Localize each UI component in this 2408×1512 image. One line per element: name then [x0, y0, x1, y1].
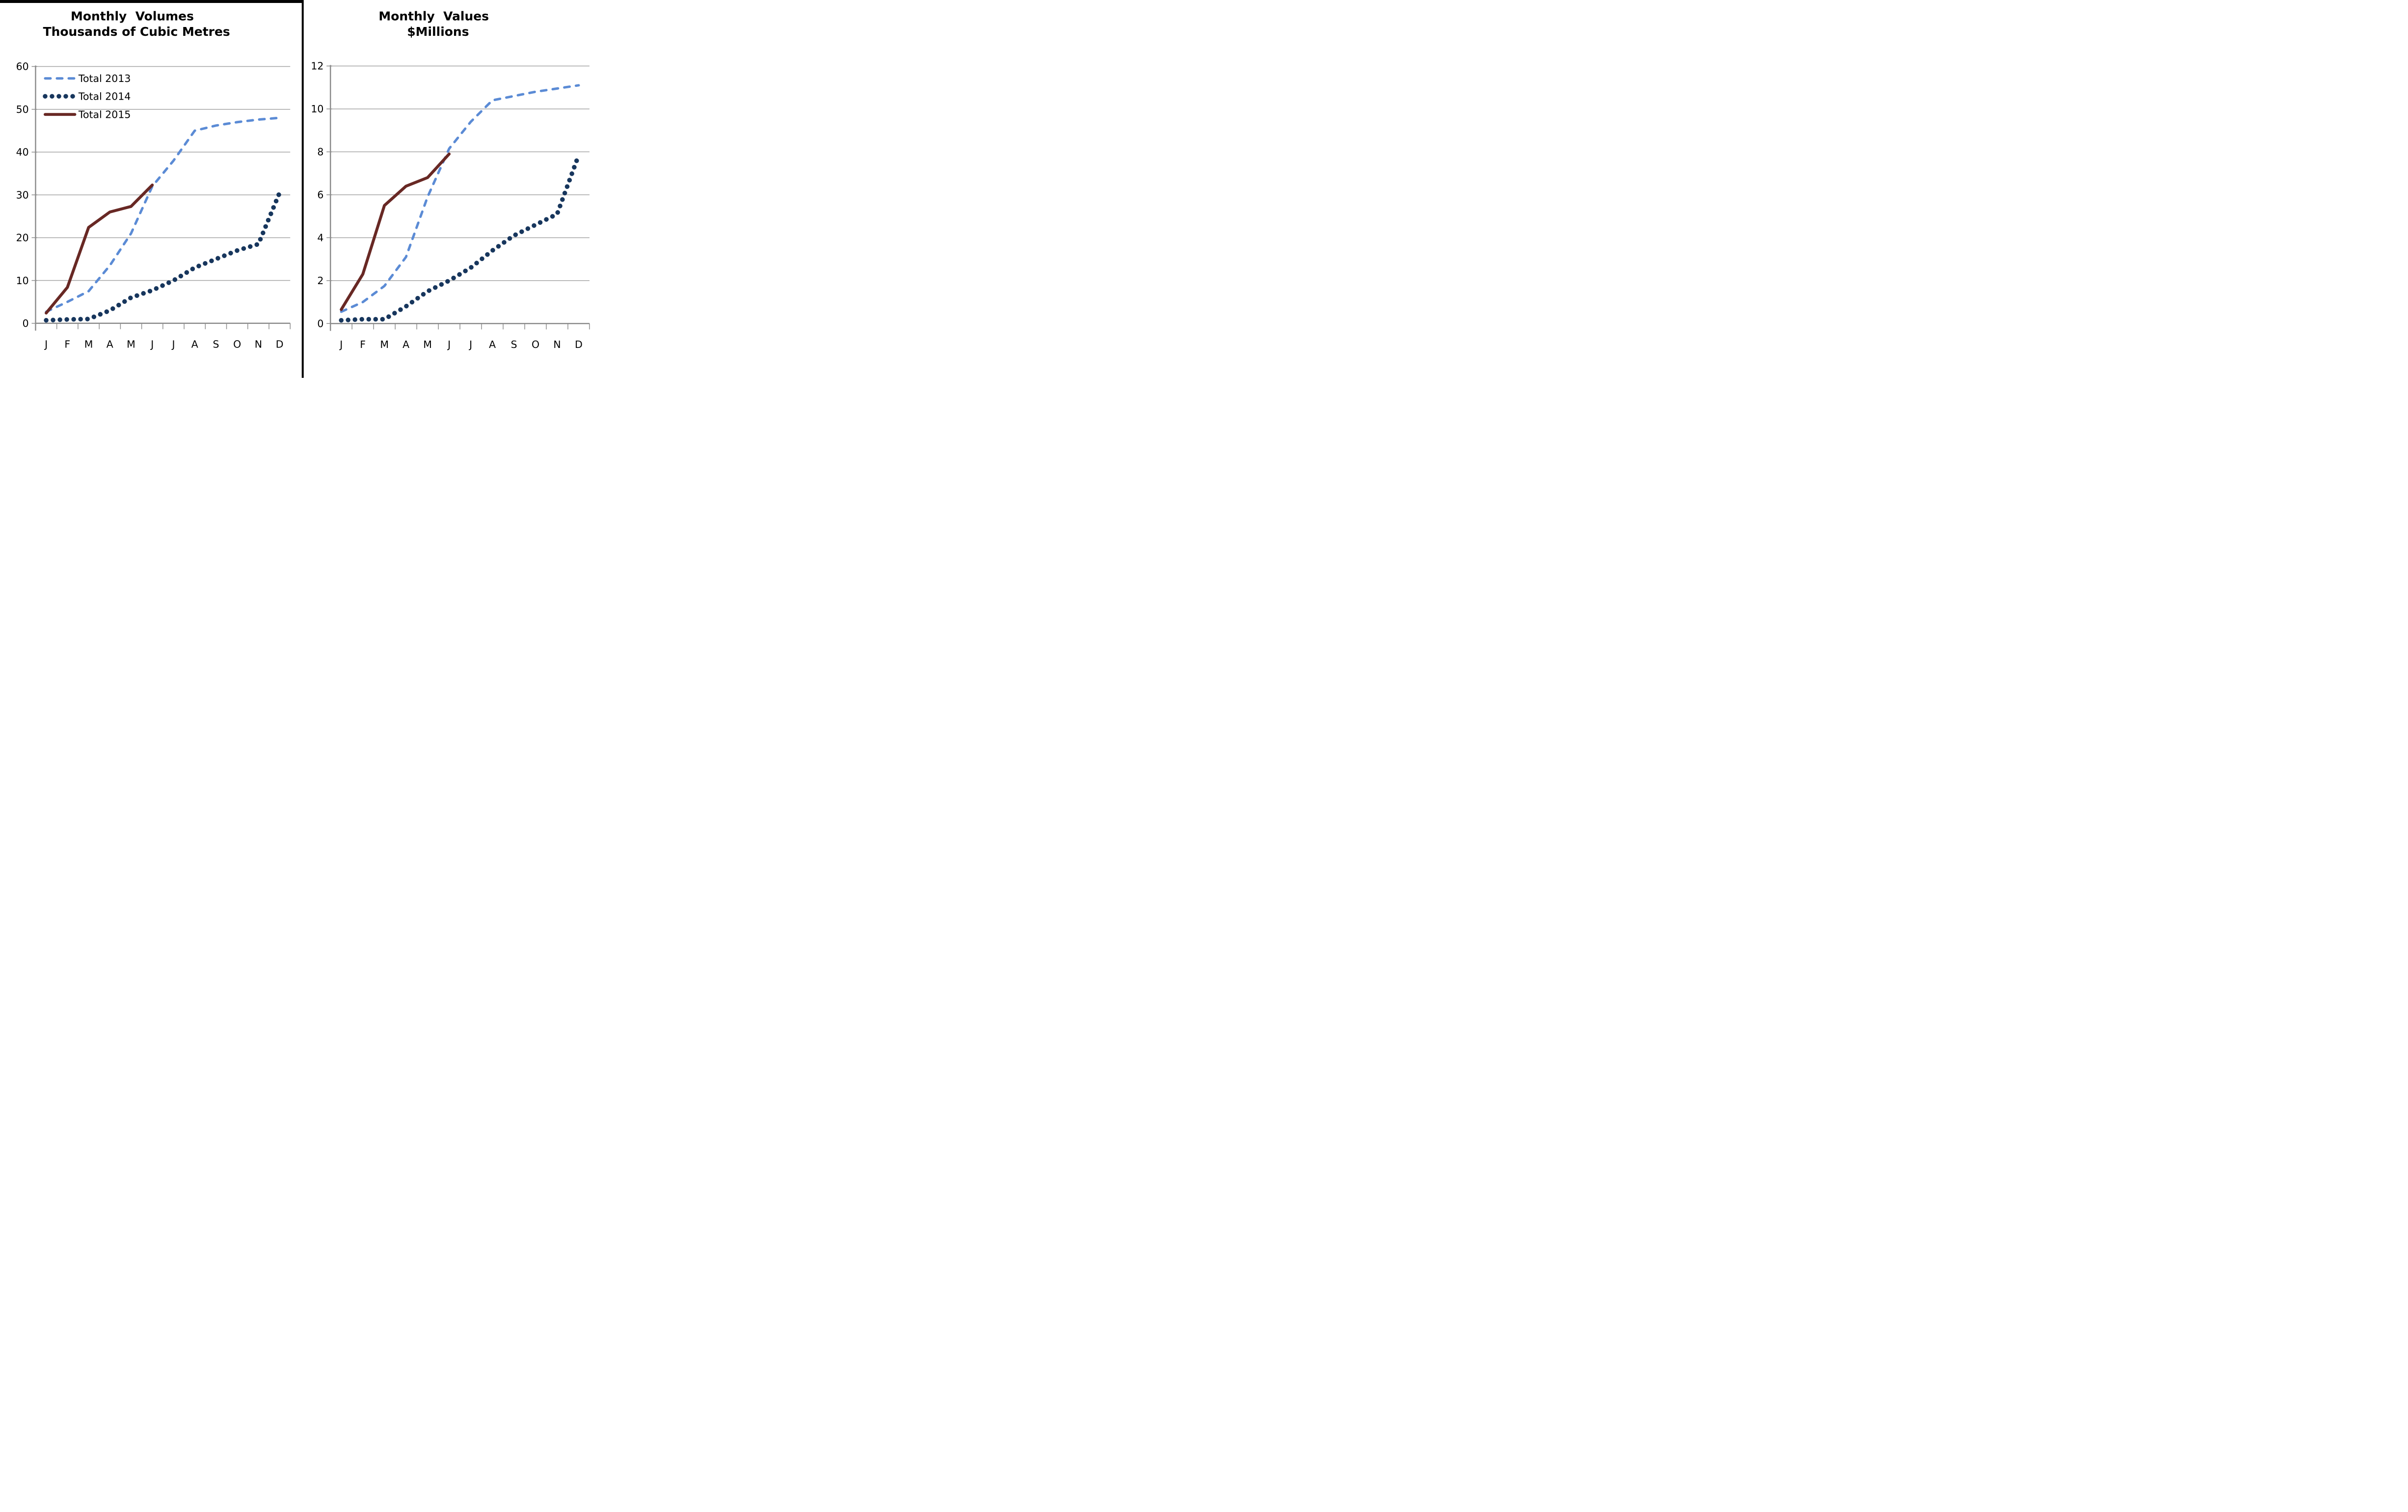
page: Monthly Volumes Thousands of Cubic Metre…: [0, 0, 602, 378]
panel-divider: [301, 0, 304, 378]
volumes-title-line1: Monthly Volumes: [71, 9, 194, 23]
month-label: J: [171, 339, 175, 350]
month-label: N: [553, 339, 561, 350]
y-tick-label: 0: [23, 318, 29, 329]
values-plot: 0 2 4 6 8 10 12 J F M A M J J A S O N D: [311, 60, 590, 350]
month-label: M: [380, 339, 389, 350]
y-tick-label: 40: [16, 146, 29, 158]
y-tick-label: 10: [311, 103, 323, 115]
series-line-total-2015: [340, 152, 451, 311]
values-title-line2: $Millions: [407, 25, 469, 39]
month-label: S: [511, 339, 517, 350]
y-tick-label: 8: [317, 146, 323, 158]
series-line-total-2015: [45, 184, 154, 315]
y-tick-label: 0: [317, 318, 323, 330]
y-tick-label: 10: [16, 275, 29, 287]
month-label: O: [532, 339, 539, 350]
legend-label-total-2014: Total 2014: [78, 90, 131, 102]
y-tick-label: 30: [16, 189, 29, 201]
month-label: M: [127, 339, 135, 350]
series-line-total-2013: [45, 116, 281, 313]
y-tick-label: 6: [317, 189, 323, 201]
legend-label-total-2013: Total 2013: [78, 73, 131, 84]
month-label: J: [447, 339, 451, 350]
month-label: A: [402, 339, 409, 350]
y-tick-label: 12: [311, 60, 323, 72]
values-chart: Monthly Values $Millions 0 2 4 6 8 10 12 J F M A M J…: [0, 0, 590, 350]
month-label: S: [213, 339, 219, 350]
series-line-total-2013: [340, 84, 580, 313]
volumes-chart-title: Monthly Volumes Thousands of Cubic Metre…: [0, 0, 260, 39]
y-tick-label: 20: [16, 232, 29, 244]
top-border: [0, 0, 303, 3]
charts-canvas: Monthly Volumes Thousands of Cubic Metre…: [0, 0, 590, 378]
month-label: A: [489, 339, 496, 350]
month-label: J: [150, 339, 154, 350]
values-chart-title: Monthly Values $Millions: [0, 0, 527, 39]
values-title-line1: Monthly Values: [378, 9, 489, 23]
month-label: A: [107, 339, 113, 350]
month-label: M: [84, 339, 93, 350]
month-label: J: [44, 339, 48, 350]
month-label: A: [191, 339, 198, 350]
y-tick-label: 50: [16, 104, 29, 115]
month-label: J: [468, 339, 472, 350]
series-line-total-2014: [44, 190, 282, 323]
month-label: O: [233, 339, 241, 350]
month-label: M: [423, 339, 432, 350]
y-tick-label: 60: [16, 61, 29, 73]
volumes-chart: Monthly Volumes Thousands of Cubic Metre…: [0, 0, 291, 350]
month-label: F: [360, 339, 366, 350]
month-label: D: [276, 339, 284, 350]
volumes-title-line2: Thousands of Cubic Metres: [43, 25, 230, 39]
legend-label-total-2015: Total 2015: [78, 108, 131, 120]
month-label: J: [339, 339, 343, 350]
y-tick-label: 4: [317, 232, 323, 244]
month-label: F: [64, 339, 70, 350]
series-line-total-2014: [339, 153, 581, 323]
month-label: N: [255, 339, 262, 350]
month-label: D: [575, 339, 583, 350]
y-tick-label: 2: [317, 275, 323, 287]
volumes-plot: 0 10 20 30 40 50 60 J F M A M J J A S O N D Total 2013 Total…: [16, 61, 291, 350]
